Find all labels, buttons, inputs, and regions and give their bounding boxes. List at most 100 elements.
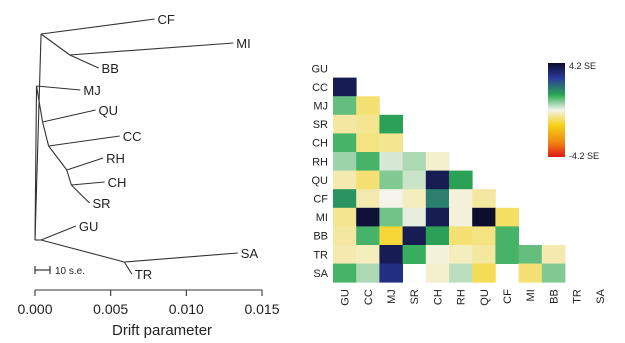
column-label-cc: CC xyxy=(363,289,375,305)
tip-label-cf: CF xyxy=(158,12,175,27)
branch-sa xyxy=(124,252,238,263)
branch-n-qu xyxy=(35,85,44,123)
row-label-bb: BB xyxy=(313,231,328,243)
tip-label-ch: CH xyxy=(108,175,127,190)
tip-label-mi: MI xyxy=(236,36,250,51)
branch-cc xyxy=(48,135,120,147)
x-tick-label: 0.005 xyxy=(93,301,128,317)
heatmap-cell-bb-qu xyxy=(472,226,496,246)
heatmap-cell-sa-gu xyxy=(333,263,357,283)
column-label-cf: CF xyxy=(502,289,514,304)
tip-label-gu: GU xyxy=(79,219,99,234)
heatmap-cell-mi-gu xyxy=(333,207,357,227)
heatmap-panel: GU CC MJ SR CH RH QU CF MI BB TR SA GU CC MJ SR CH RH QU C… xyxy=(312,61,607,306)
heatmap-cell-sr-mj xyxy=(379,114,403,134)
heatmap-cell-bb-ch xyxy=(425,226,450,246)
heatmap-cell-mi-qu xyxy=(472,207,496,227)
heatmap-cell-sa-rh xyxy=(449,263,473,283)
branch-qu xyxy=(42,109,96,123)
branch-n-mj xyxy=(34,85,38,241)
x-tick-label: 0.000 xyxy=(17,301,52,317)
heatmap-cell-mj-cc xyxy=(356,96,380,116)
row-label-gu: GU xyxy=(312,63,329,75)
heatmap-cell-tr-mj xyxy=(379,245,403,264)
tip-label-bb: BB xyxy=(102,61,119,76)
branch-n-cc xyxy=(42,121,50,147)
heatmap-cell-bb-gu xyxy=(333,226,357,246)
row-label-qu: QU xyxy=(312,175,329,187)
column-label-sa: SA xyxy=(595,289,607,304)
legend-min-label: -4.2 SE xyxy=(569,151,599,161)
heatmap-cell-sr-gu xyxy=(333,114,357,134)
branch-cf xyxy=(40,18,155,35)
branch-n-ch xyxy=(66,169,72,186)
heatmap-cell-tr-gu xyxy=(333,245,357,264)
heatmap-cell-rh-gu xyxy=(333,152,357,171)
color-legend: 4.2 SE -4.2 SE xyxy=(548,61,599,161)
heatmap-cell-cf-qu xyxy=(472,189,496,209)
x-tick-label: 0.010 xyxy=(169,301,204,317)
column-label-rh: RH xyxy=(456,289,468,305)
branch-mi xyxy=(69,42,234,56)
tree-branches xyxy=(34,18,238,275)
branch-bb xyxy=(69,54,99,69)
tip-label-tr: TR xyxy=(135,267,152,282)
heatmap-cell-tr-cf xyxy=(495,245,519,264)
column-label-gu: GU xyxy=(340,289,352,306)
heatmap-cell-qu-sr xyxy=(402,170,427,190)
x-axis: 0.000 0.005 0.010 0.015 Drift parameter xyxy=(17,289,280,339)
heatmap-column-labels: GU CC MJ SR CH RH QU CF MI BB TR SA xyxy=(340,289,607,306)
branch-gu xyxy=(40,225,77,241)
row-label-mi: MI xyxy=(316,212,328,224)
heatmap-cell-sa-ch xyxy=(425,263,450,283)
heatmap-cell-tr-mi xyxy=(518,245,543,264)
row-label-cf: CF xyxy=(313,194,328,206)
tip-label-rh: RH xyxy=(106,151,125,166)
heatmap-cell-tr-ch xyxy=(425,245,450,264)
heatmap-cell-ch-mj xyxy=(379,133,403,153)
heatmap-cell-ch-cc xyxy=(356,133,380,153)
heatmap-cells xyxy=(333,77,566,283)
heatmap-cell-sa-bb xyxy=(541,263,566,283)
row-label-cc: CC xyxy=(312,82,328,94)
branch-n-rh xyxy=(48,145,68,171)
heatmap-cell-sa-qu xyxy=(472,263,496,283)
heatmap-cell-tr-bb xyxy=(541,245,566,264)
heatmap-row-labels: GU CC MJ SR CH RH QU CF MI BB TR SA xyxy=(312,63,329,280)
heatmap-cell-cc-gu xyxy=(333,77,357,97)
heatmap-cell-rh-ch xyxy=(425,152,450,171)
row-label-sr: SR xyxy=(313,119,328,131)
branch-tr xyxy=(123,261,133,275)
tip-label-qu: QU xyxy=(99,103,119,118)
heatmap-cell-cf-ch xyxy=(425,189,450,209)
tip-label-sr: SR xyxy=(92,196,110,211)
heatmap-cell-mi-rh xyxy=(449,207,473,227)
heatmap-cell-sa-mj xyxy=(379,263,403,283)
scale-bar: 10 s.e. xyxy=(34,266,85,277)
heatmap-cell-mi-ch xyxy=(425,207,450,227)
branch-rh xyxy=(66,157,104,171)
heatmap-cell-bb-rh xyxy=(449,226,473,246)
branch-n-sa xyxy=(40,239,125,263)
row-label-rh: RH xyxy=(312,156,328,168)
column-label-mi: MI xyxy=(525,289,537,301)
heatmap-cell-bb-cf xyxy=(495,226,519,246)
heatmap-cell-mi-mj xyxy=(379,207,403,227)
column-label-ch: CH xyxy=(432,289,444,305)
heatmap-cell-cf-gu xyxy=(333,189,357,209)
heatmap-cell-tr-sr xyxy=(402,245,427,264)
row-label-tr: TR xyxy=(313,249,328,261)
heatmap-cell-ch-gu xyxy=(333,133,357,153)
heatmap-cell-qu-mj xyxy=(379,170,403,190)
column-label-tr: TR xyxy=(572,289,584,304)
heatmap-cell-mi-cf xyxy=(495,207,519,227)
heatmap-cell-cf-sr xyxy=(402,189,427,209)
tip-label-mj: MJ xyxy=(83,83,100,98)
column-label-bb: BB xyxy=(548,289,560,304)
heatmap-cell-sr-cc xyxy=(356,114,380,134)
heatmap-cell-rh-sr xyxy=(402,152,427,171)
legend-max-label: 4.2 SE xyxy=(569,61,596,71)
